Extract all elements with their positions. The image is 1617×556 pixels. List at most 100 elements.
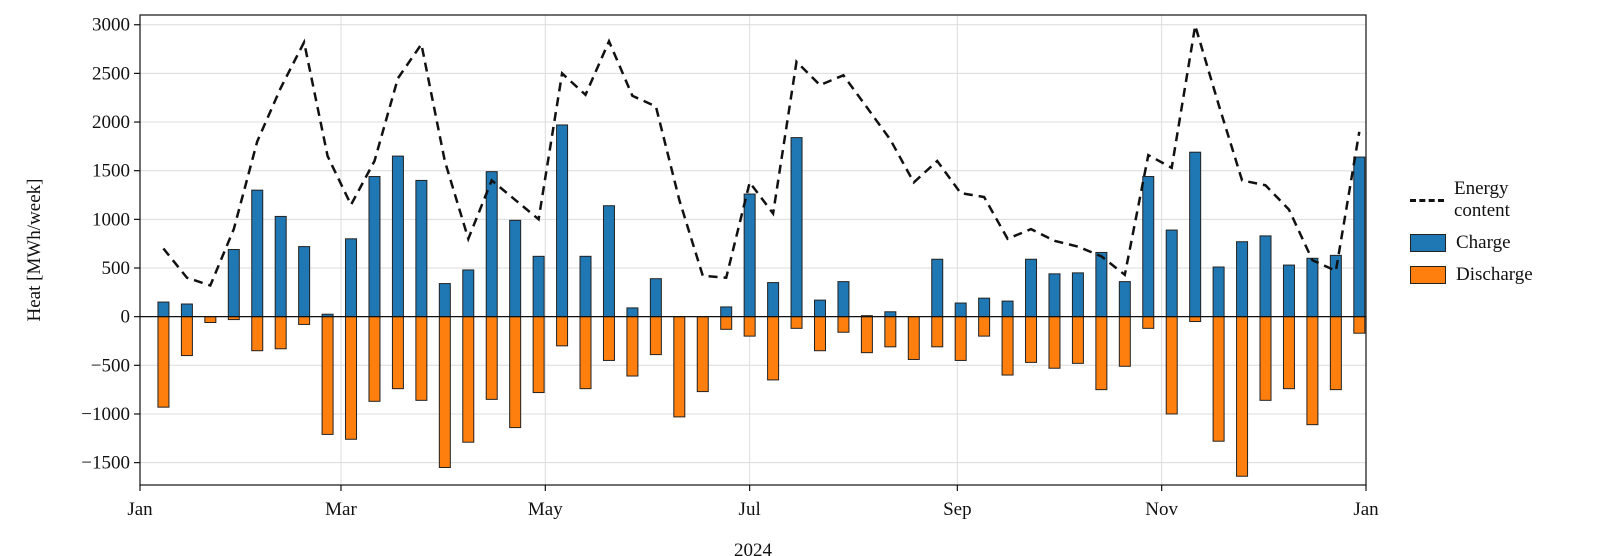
bar: [157, 316, 170, 408]
bar: [298, 246, 311, 318]
bar: [532, 255, 545, 318]
bar: [813, 316, 826, 352]
bar: [157, 301, 170, 318]
bar: [438, 316, 451, 468]
bar: [509, 316, 522, 429]
bar: [462, 269, 475, 318]
bar: [626, 316, 639, 377]
bar: [180, 303, 193, 318]
bar: [743, 193, 756, 318]
bar: [1048, 273, 1061, 318]
bar: [837, 281, 850, 318]
bar: [1071, 272, 1084, 318]
bar: [649, 316, 662, 356]
bar: [1212, 266, 1225, 318]
bar: [884, 311, 897, 318]
legend-label: Discharge: [1456, 264, 1533, 285]
bar: [391, 155, 404, 318]
bar: [1142, 316, 1155, 329]
bar: [556, 316, 569, 347]
legend-key: [1410, 234, 1446, 252]
legend-item: Discharge: [1410, 264, 1576, 286]
bar: [556, 124, 569, 318]
bar: [602, 316, 615, 361]
bar: [767, 282, 780, 318]
y-tick-label: 2000: [92, 112, 130, 133]
bar: [696, 316, 709, 393]
bar: [345, 316, 358, 440]
bar: [649, 278, 662, 318]
bar: [767, 316, 780, 381]
bar: [1189, 151, 1202, 318]
bar: [1095, 316, 1108, 391]
bar: [321, 316, 334, 435]
bar: [1236, 316, 1249, 477]
x-tick-label: Jan: [1353, 499, 1379, 520]
bar: [1001, 316, 1014, 376]
bar: [720, 306, 733, 318]
y-tick-label: 1500: [92, 161, 130, 182]
legend-key: [1410, 198, 1444, 202]
bar: [180, 316, 193, 357]
bar: [1142, 176, 1155, 318]
bar: [1189, 316, 1202, 323]
bar: [813, 299, 826, 318]
bar: [391, 316, 404, 390]
bar: [790, 137, 803, 318]
bar: [368, 316, 381, 402]
bar: [1353, 156, 1366, 318]
bar: [485, 171, 498, 318]
bar: [743, 316, 756, 337]
y-tick-label: 3000: [92, 15, 130, 36]
bar: [1025, 258, 1038, 318]
bar: [1025, 316, 1038, 363]
plot-frame: [139, 14, 1367, 486]
bar: [1071, 316, 1084, 364]
bar: [1165, 229, 1178, 318]
bar: [579, 316, 592, 390]
x-tick-label: May: [528, 499, 563, 520]
legend-item: Energy content: [1410, 178, 1576, 222]
bar: [251, 316, 264, 352]
x-tick-label: Sep: [943, 499, 972, 520]
bar: [1306, 257, 1319, 318]
bar: [1118, 316, 1131, 367]
x-tick-label: Nov: [1145, 499, 1178, 520]
legend-label: Energy content: [1454, 178, 1510, 221]
y-tick-label: 1000: [92, 209, 130, 230]
bar: [837, 316, 850, 333]
bar: [274, 215, 287, 318]
bar: [368, 176, 381, 318]
y-tick-label: 500: [102, 258, 131, 279]
x-tick-label: Jan: [127, 499, 153, 520]
x-tick-label: Jul: [739, 499, 761, 520]
x-tick-label: Mar: [325, 499, 357, 520]
bar: [1259, 316, 1272, 401]
bar: [1048, 316, 1061, 369]
bar: [1236, 241, 1249, 318]
bar: [345, 238, 358, 318]
bar: [509, 219, 522, 318]
line: [162, 25, 1361, 288]
bar: [907, 316, 920, 360]
y-tick-label: −1500: [81, 453, 130, 474]
y-tick-label: 0: [121, 307, 131, 328]
y-tick-label: 2500: [92, 63, 130, 84]
bar: [1282, 264, 1295, 318]
bar: [415, 179, 428, 318]
bar: [673, 316, 686, 418]
bar: [602, 205, 615, 318]
bar: [462, 316, 475, 443]
bar: [1118, 281, 1131, 318]
x-axis-label: 2024: [734, 540, 773, 556]
bar: [790, 316, 803, 329]
bar: [1329, 316, 1342, 391]
y-tick-label: −1000: [81, 404, 130, 425]
bar: [978, 297, 991, 318]
y-tick-label: −500: [91, 355, 130, 376]
bar: [1212, 316, 1225, 442]
legend-label: Charge: [1456, 232, 1511, 253]
legend-item: Charge: [1410, 232, 1576, 254]
bar: [954, 316, 967, 361]
